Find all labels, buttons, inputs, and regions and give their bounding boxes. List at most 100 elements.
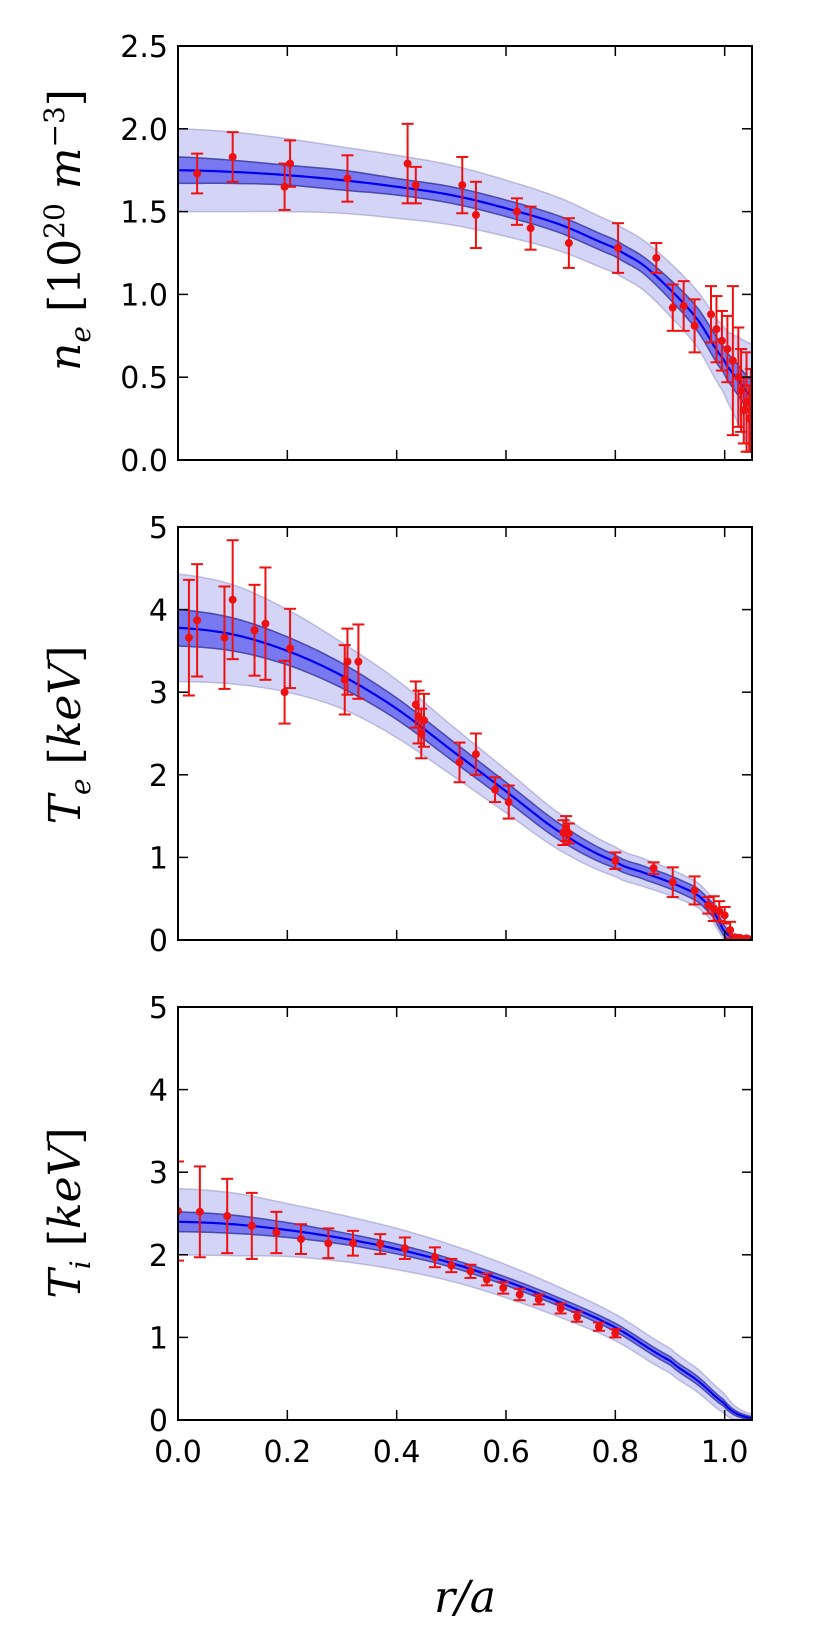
data-point-electron-temperature [489, 776, 502, 804]
data-point-ion-temperature [554, 1302, 567, 1315]
data-point-electron-temperature [182, 578, 195, 697]
data-point-electron-density [341, 154, 354, 203]
ytick-label-electron-temperature: 4 [149, 594, 168, 629]
data-point-ion-temperature [532, 1293, 545, 1306]
ytick-label-electron-temperature: 2 [149, 759, 168, 794]
ytick-label-electron-temperature: 3 [149, 676, 168, 711]
data-point-electron-density [688, 298, 701, 354]
fit-line-electron-density [178, 169, 752, 398]
data-point-electron-density [284, 139, 297, 188]
data-point-electron-density [409, 165, 422, 205]
data-point-electron-temperature [226, 539, 239, 661]
data-point-electron-density [524, 205, 537, 251]
ytick-label-ion-temperature: 2 [149, 1239, 168, 1274]
ytick-label-ion-temperature: 5 [149, 991, 168, 1026]
data-point-electron-density [726, 285, 739, 437]
data-point-electron-temperature [453, 741, 466, 784]
ytick-label-ion-temperature: 3 [149, 1156, 168, 1191]
data-point-ion-temperature [374, 1233, 387, 1255]
data-point-ion-temperature [322, 1227, 335, 1260]
axes-frame-ion-temperature [177, 1006, 753, 1421]
data-point-electron-temperature [191, 563, 204, 678]
data-point-ion-temperature [270, 1210, 283, 1255]
data-point-ion-temperature [445, 1257, 458, 1274]
data-point-electron-density [710, 295, 723, 364]
data-point-ion-temperature [346, 1229, 359, 1257]
uncertainty-band-outer-electron-density [178, 128, 752, 452]
xlabel-normalized-radius: r/a [434, 1572, 496, 1623]
xtick-label: 0.2 [263, 1435, 311, 1470]
data-point-ion-temperature [245, 1191, 258, 1260]
ytick-label-electron-density: 2.0 [120, 113, 168, 148]
data-point-ion-temperature [592, 1321, 605, 1332]
xtick-label: 0.0 [154, 1435, 202, 1470]
plot-area-ion-temperature: 0 1 2 3 4 5 0.0 0.2 0.4 0.6 0.8 1.0 [149, 991, 753, 1470]
panel-electron-density: 0.0 0.5 1.0 1.5 2.0 2.5 ne [1020 m−3] [38, 30, 753, 479]
ytick-label-electron-temperature: 0 [149, 924, 168, 959]
data-point-electron-temperature [352, 623, 365, 700]
data-point-ion-temperature [513, 1287, 526, 1302]
data-point-electron-density [562, 217, 575, 269]
data-point-electron-density [744, 367, 752, 453]
data-point-electron-density [666, 283, 679, 332]
data-point-ion-temperature [609, 1328, 622, 1339]
data-point-ion-temperature [428, 1246, 441, 1269]
ytick-label-electron-density: 0.0 [120, 444, 168, 479]
data-point-electron-temperature [609, 851, 622, 870]
data-point-electron-temperature [218, 585, 231, 690]
ytick-label-ion-temperature: 1 [149, 1321, 168, 1356]
data-point-electron-density [191, 152, 204, 195]
plot-area-electron-density: 0.0 0.5 1.0 1.5 2.0 2.5 [120, 30, 753, 479]
data-point-electron-temperature [469, 732, 482, 776]
xtick-label: 0.4 [373, 1435, 421, 1470]
data-point-electron-density [735, 348, 748, 433]
data-point-electron-temperature [666, 866, 679, 899]
xtick-label: 0.6 [482, 1435, 530, 1470]
data-point-electron-density [401, 122, 414, 205]
uncertainty-band-inner-electron-temperature [178, 608, 752, 940]
ylabel-electron-density: ne [1020 m−3] [38, 89, 97, 371]
data-point-ion-temperature [295, 1223, 307, 1255]
data-point-electron-temperature [259, 566, 272, 681]
data-point-ion-temperature [480, 1272, 493, 1287]
data-point-ion-temperature [221, 1177, 234, 1255]
ytick-label-electron-density: 0.5 [120, 361, 168, 396]
data-point-electron-temperature [418, 692, 430, 748]
data-point-ion-temperature [398, 1236, 411, 1260]
ytick-label-electron-density: 2.5 [120, 30, 168, 65]
data-point-ion-temperature [571, 1310, 584, 1323]
data-point-electron-density [469, 180, 482, 250]
data-point-electron-temperature [248, 583, 261, 677]
xtick-label: 1.0 [701, 1435, 749, 1470]
data-point-electron-temperature [502, 784, 515, 820]
panel-electron-temperature: 0 1 2 3 4 5 Te [keV] [40, 511, 753, 959]
data-point-electron-temperature [562, 822, 575, 845]
panel-ion-temperature: 0 1 2 3 4 5 0.0 0.2 0.4 0.6 0.8 1.0 Ti [keV] r/a [40, 991, 753, 1623]
data-point-electron-density [510, 197, 523, 226]
data-point-electron-temperature [647, 861, 660, 875]
data-point-electron-density [721, 314, 734, 384]
axes-frame-electron-density [177, 45, 753, 461]
ytick-label-electron-temperature: 1 [149, 841, 168, 876]
data-point-electron-density [715, 309, 728, 372]
fit-line-ion-temperature [178, 1220, 752, 1420]
data-point-electron-density [612, 222, 625, 274]
ytick-label-ion-temperature: 4 [149, 1074, 168, 1109]
data-point-electron-density [650, 242, 663, 274]
plot-area-electron-temperature: 0 1 2 3 4 5 [149, 511, 753, 959]
ylabel-electron-temperature: Te [keV] [40, 646, 97, 825]
ylabel-ion-temperature: Ti [keV] [40, 1127, 97, 1298]
data-point-ion-temperature [497, 1281, 510, 1295]
data-point-electron-temperature [284, 607, 297, 690]
data-point-electron-temperature [688, 875, 701, 906]
data-point-electron-density [456, 155, 469, 215]
ytick-label-ion-temperature: 0 [149, 1404, 168, 1439]
data-point-ion-temperature [193, 1165, 206, 1259]
data-point-electron-temperature [718, 905, 731, 925]
data-point-electron-temperature [341, 627, 354, 696]
ytick-label-electron-density: 1.0 [120, 278, 168, 313]
ytick-label-electron-density: 1.5 [120, 196, 168, 231]
ytick-label-electron-temperature: 5 [149, 511, 168, 546]
uncertainty-band-inner-ion-temperature [178, 1211, 752, 1420]
